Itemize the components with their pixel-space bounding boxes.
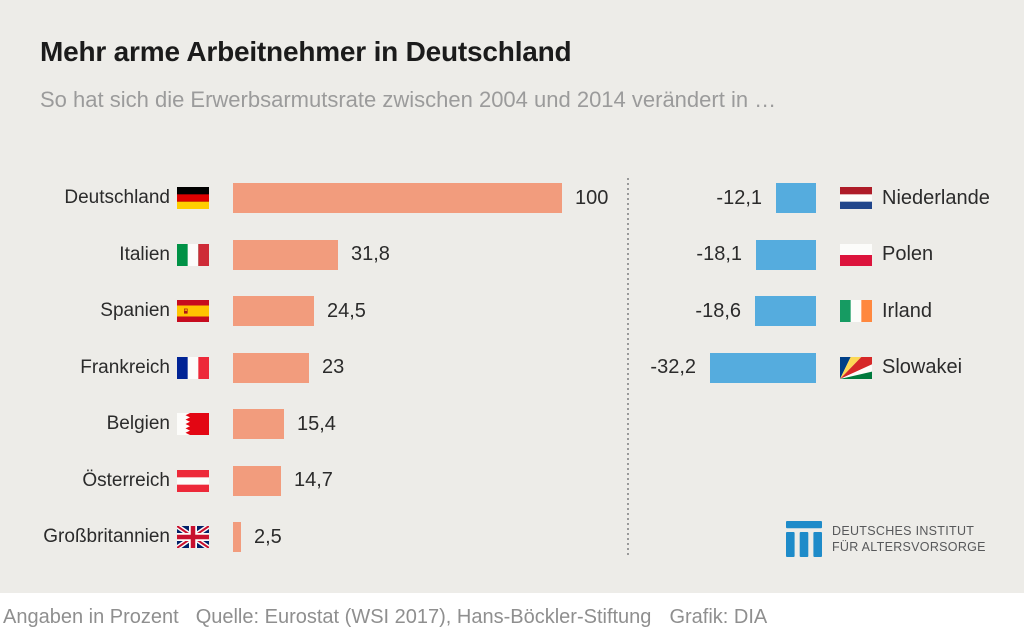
- value-label: 2,5: [254, 525, 282, 548]
- page-title: Mehr arme Arbeitnehmer in Deutschland: [40, 36, 572, 67]
- poland-flag-icon: [840, 243, 872, 266]
- decrease-bar: [756, 239, 816, 270]
- country-label: Italien: [119, 243, 170, 265]
- chart-row-slowakei: -32,2 Slowakei: [640, 352, 963, 383]
- value-bar-group: -18,6: [640, 296, 816, 326]
- country-label: Polen: [882, 243, 934, 265]
- chart-row-niederlande: -12,1 Niederlande: [640, 183, 990, 213]
- increase-bars-column: Deutschland 100 Italien 31,8 Spanien 24,5 Fran…: [40, 183, 640, 563]
- footer-unit-note: Angaben in Prozent: [3, 605, 179, 628]
- germany-flag-icon: [177, 187, 209, 209]
- chart-row-spanien: Spanien 24,5: [40, 296, 366, 326]
- chart-row-frankreich: Frankreich 23: [40, 352, 345, 383]
- country-label: Irland: [882, 299, 933, 322]
- value-bar-group: -18,1: [640, 239, 816, 270]
- decrease-bars-column: -12,1 Niederlande -18,1 Polen -18,6 Irland -32…: [640, 183, 1024, 563]
- dia-columns-icon: [786, 521, 822, 557]
- decrease-bar: [710, 352, 816, 383]
- chart-row-belgien: Belgien 15,4: [40, 409, 336, 439]
- increase-bar: [233, 183, 562, 213]
- divider-dotted-line: [627, 178, 629, 557]
- chart-row-gro-britannien: Großbritannien 2,5: [40, 522, 282, 552]
- footer-credit: Grafik: DIA: [669, 605, 768, 628]
- uk-flag-icon: [177, 526, 209, 548]
- netherlands-flag-icon: [840, 187, 872, 209]
- seychelles-style-flag-icon: [840, 356, 872, 379]
- country-label: Belgien: [106, 413, 170, 434]
- value-label: 15,4: [297, 412, 336, 435]
- chart-row-irland: -18,6 Irland: [640, 296, 932, 326]
- value-label: -18,1: [696, 243, 742, 265]
- country-label: Niederlande: [882, 186, 990, 209]
- value-label: -32,2: [650, 356, 696, 378]
- chart-row-deutschland: Deutschland 100: [40, 183, 608, 213]
- italy-flag-icon: [177, 243, 209, 266]
- decrease-bar: [776, 183, 816, 213]
- bar-chart: Deutschland 100 Italien 31,8 Spanien 24,5 Fran…: [40, 178, 1024, 563]
- dia-logo: DEUTSCHES INSTITUT FÜR ALTERSVORSORGE: [786, 521, 986, 557]
- value-bar-group: -32,2: [640, 352, 816, 383]
- value-bar-group: -12,1: [640, 183, 816, 213]
- country-label: Österreich: [82, 469, 170, 491]
- dia-logo-line2: FÜR ALTERSVORSORGE: [832, 540, 986, 554]
- country-label: Frankreich: [80, 356, 170, 378]
- value-label: 23: [322, 356, 345, 378]
- value-label: -12,1: [716, 186, 762, 209]
- footer-bar: Angaben in Prozent Quelle: Eurostat (WSI…: [0, 593, 1024, 641]
- bahrain-style-flag-icon: [177, 413, 209, 435]
- france-flag-icon: [177, 356, 209, 379]
- country-label: Slowakei: [882, 356, 963, 378]
- chart-row-italien: Italien 31,8: [40, 239, 390, 270]
- increase-bar: [233, 296, 314, 326]
- value-label: 24,5: [327, 299, 366, 322]
- chart-row--sterreich: Österreich 14,7: [40, 465, 333, 496]
- increase-bar: [233, 352, 309, 383]
- increase-bar: [233, 409, 284, 439]
- country-label: Großbritannien: [43, 526, 170, 547]
- spain-flag-icon: [177, 300, 209, 322]
- value-label: 31,8: [351, 243, 390, 265]
- ireland-flag-icon: [840, 300, 872, 322]
- value-label: -18,6: [695, 299, 741, 322]
- value-label: 100: [575, 186, 609, 209]
- chart-row-polen: -18,1 Polen: [640, 239, 934, 270]
- country-label: Deutschland: [64, 187, 170, 208]
- austria-flag-icon: [177, 469, 209, 492]
- dia-logo-line1: DEUTSCHES INSTITUT: [832, 524, 975, 538]
- dia-logo-text: DEUTSCHES INSTITUT FÜR ALTERSVORSORGE: [832, 523, 986, 555]
- increase-bar: [233, 239, 338, 270]
- increase-bar: [233, 465, 281, 496]
- country-label: Spanien: [100, 300, 170, 321]
- footer-source: Quelle: Eurostat (WSI 2017), Hans-Böckle…: [195, 605, 652, 628]
- value-label: 14,7: [294, 469, 333, 491]
- page-subtitle: So hat sich die Erwerbsarmutsrate zwisch…: [40, 87, 777, 112]
- increase-bar: [233, 522, 241, 552]
- decrease-bar: [755, 296, 816, 326]
